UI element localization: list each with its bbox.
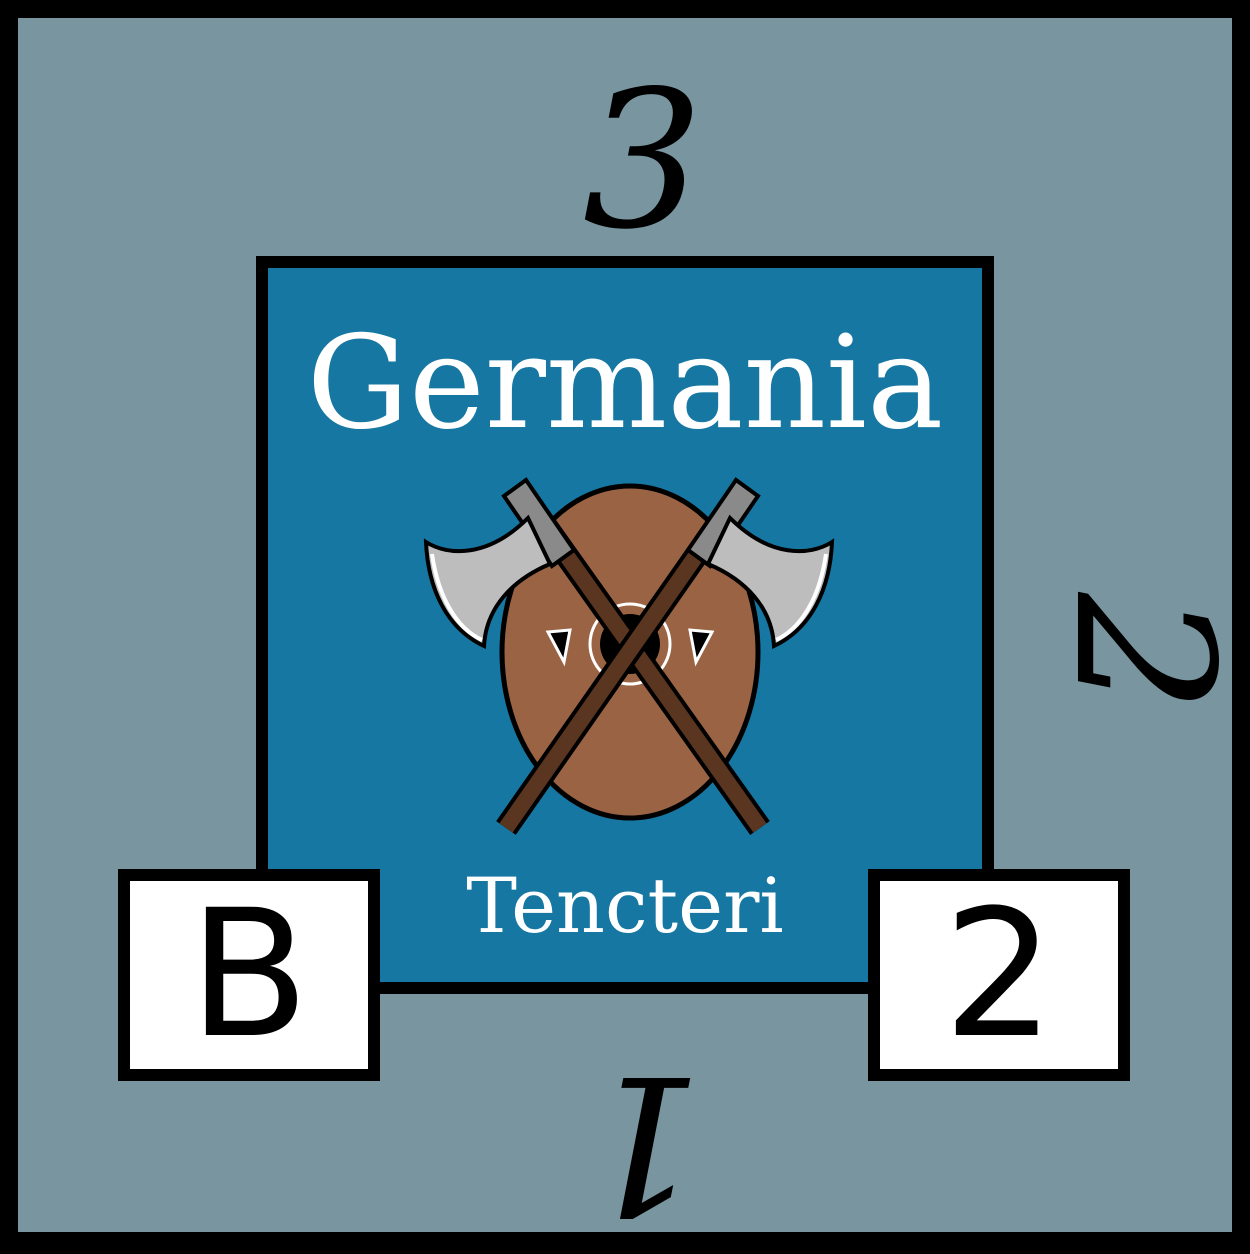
edge-number-top: 3 [582, 50, 704, 271]
unit-class-box: B [118, 869, 380, 1081]
edge-number-right: 2 [1033, 592, 1250, 714]
unit-strength-box: 2 [868, 869, 1130, 1081]
crossed-axes-shield-icon [423, 477, 835, 835]
unit-faction-title: Germania [306, 309, 944, 458]
unit-tribe-name: Tencteri [466, 861, 784, 950]
edge-number-bottom: 1 [582, 1033, 704, 1254]
